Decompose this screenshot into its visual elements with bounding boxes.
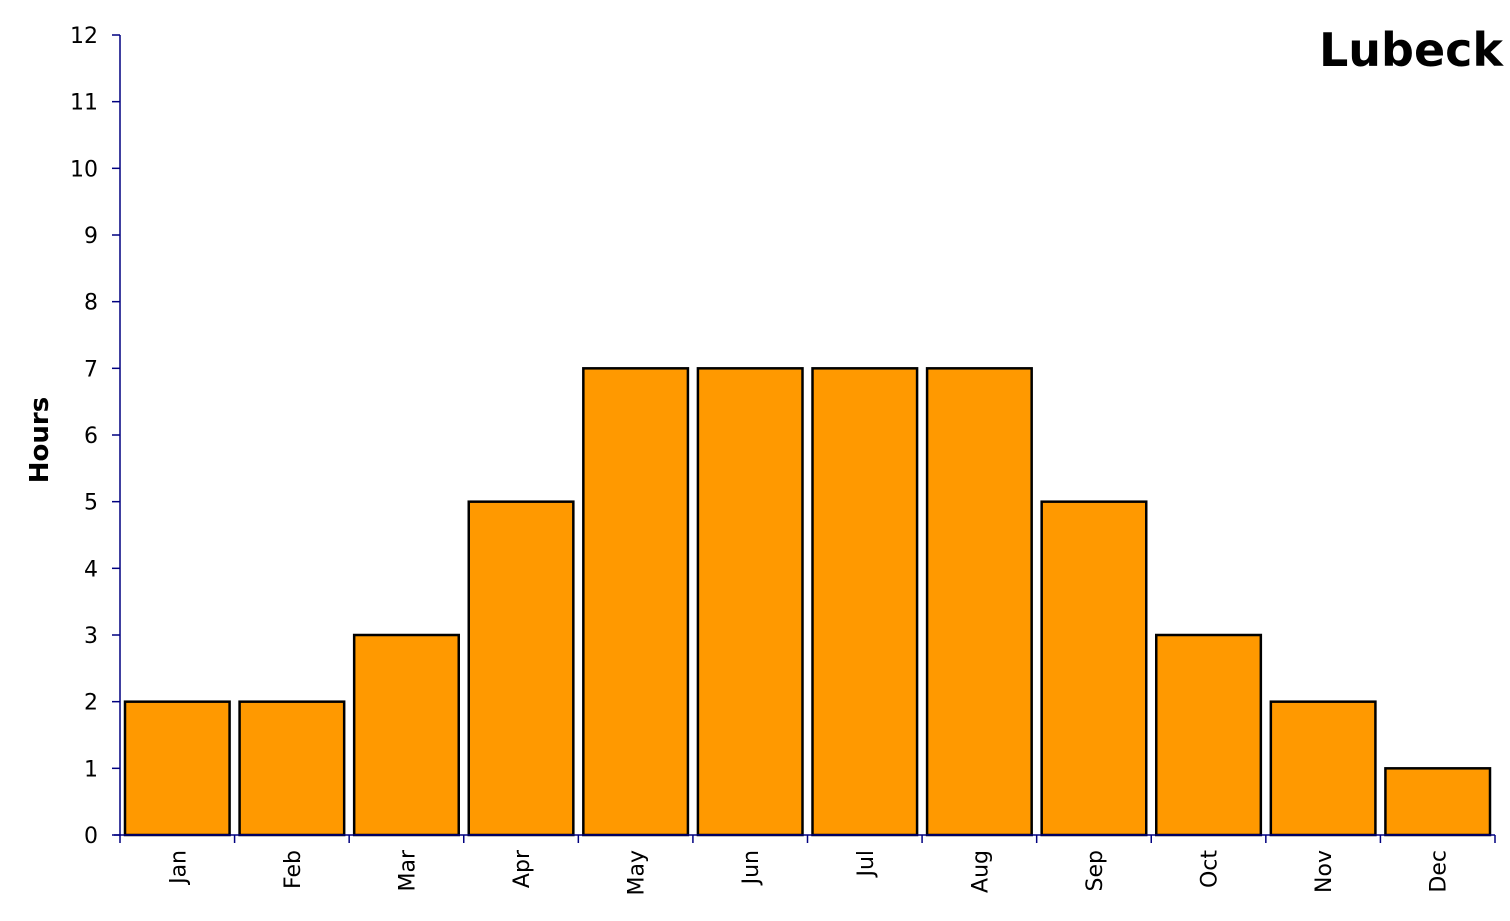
bar-oct — [1155, 633, 1263, 837]
y-tick-label: 2 — [84, 691, 98, 716]
y-tick-label: 1 — [84, 757, 98, 782]
y-tick-label: 6 — [84, 424, 98, 449]
x-tick-label: Aug — [968, 850, 993, 893]
y-tick-label: 10 — [70, 157, 98, 182]
y-tick-label: 4 — [84, 557, 98, 582]
bar-jan — [123, 700, 231, 837]
bar-aug — [925, 367, 1033, 837]
y-axis-label: Hours — [25, 397, 55, 483]
x-tick-label: Mar — [395, 849, 420, 891]
y-tick-label: 11 — [70, 91, 98, 116]
x-tick-label: Feb — [281, 850, 306, 889]
bar-feb — [238, 700, 346, 837]
bar-jul — [811, 367, 919, 837]
x-tick-label: Sep — [1083, 850, 1108, 891]
x-tick-label: Dec — [1427, 850, 1452, 893]
bar-mar — [352, 633, 460, 837]
x-tick-label: Jan — [166, 850, 191, 886]
bar-may — [582, 367, 690, 837]
bar-apr — [467, 500, 575, 837]
y-tick-label: 12 — [70, 24, 98, 49]
y-tick-label: 0 — [84, 824, 98, 849]
chart-title: Lubeck — [1319, 23, 1504, 77]
y-tick-label: 3 — [84, 624, 98, 649]
bar-nov — [1269, 700, 1377, 837]
bar-dec — [1384, 767, 1492, 837]
y-tick-label: 5 — [84, 491, 98, 516]
y-tick-label: 9 — [84, 224, 98, 249]
y-tick-label: 8 — [84, 291, 98, 316]
bar-jun — [696, 367, 804, 837]
y-tick-label: 7 — [84, 357, 98, 382]
x-tick-label: Nov — [1312, 850, 1337, 893]
bar-sep — [1040, 500, 1148, 837]
x-tick-label: Apr — [510, 849, 535, 888]
x-tick-label: May — [625, 850, 650, 895]
x-tick-label: Jul — [854, 850, 879, 879]
x-tick-label: Jun — [739, 850, 764, 886]
x-tick-label: Oct — [1198, 850, 1223, 888]
